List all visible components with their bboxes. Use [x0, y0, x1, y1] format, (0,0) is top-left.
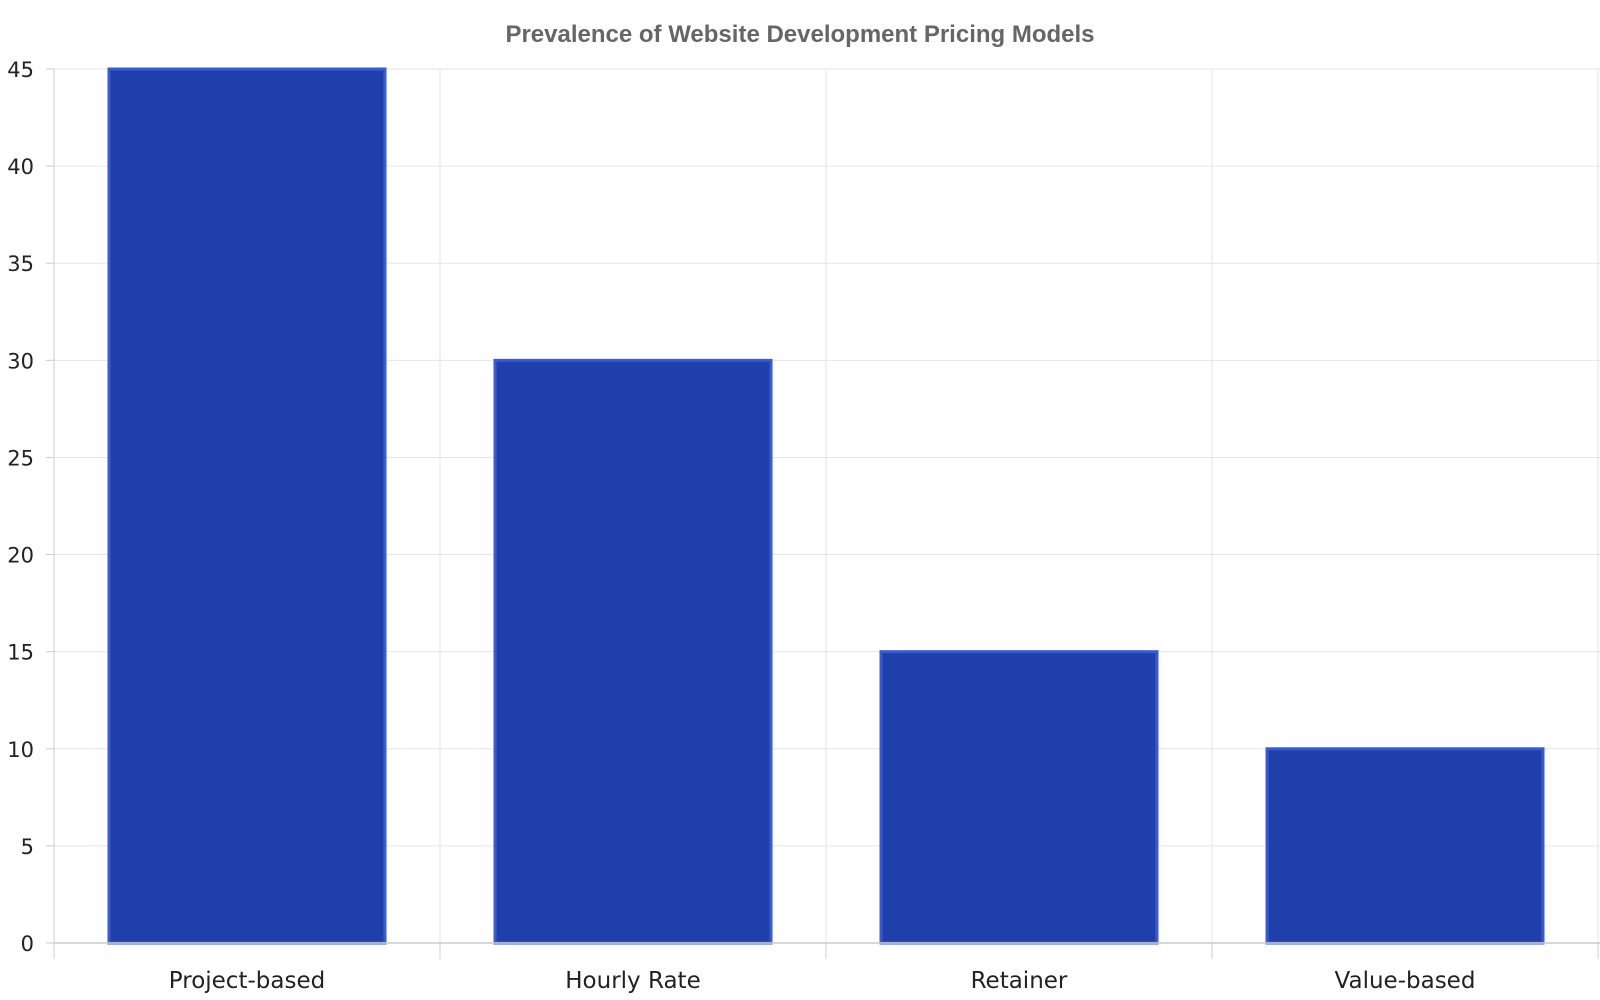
- y-tick-label: 0: [21, 932, 34, 956]
- y-tick-label: 20: [7, 544, 34, 568]
- y-tick-label: 25: [7, 446, 34, 470]
- x-tick-label: Hourly Rate: [565, 968, 700, 994]
- bars: [107, 67, 1545, 945]
- bar-project-based: [107, 67, 387, 945]
- y-tick-label: 45: [7, 58, 34, 82]
- y-tick-label: 15: [7, 641, 34, 665]
- bar-value-based: [1265, 747, 1545, 945]
- x-tick-label: Value-based: [1335, 968, 1476, 994]
- axes: [46, 68, 1600, 959]
- bar-hourly-rate: [493, 358, 773, 945]
- y-tick-label: 40: [7, 155, 34, 179]
- x-tick-label: Retainer: [971, 968, 1068, 994]
- bar-retainer: [879, 650, 1159, 945]
- tick-labels: 0 5 10 15 20 25 30 35 40 45 Project-based Hourly Ra…: [7, 58, 1475, 994]
- chart-title: Prevalence of Website Development Pricin…: [505, 21, 1094, 48]
- y-tick-label: 5: [21, 835, 34, 859]
- y-tick-label: 10: [7, 738, 34, 762]
- x-tick-label: Project-based: [169, 968, 325, 994]
- y-tick-label: 30: [7, 349, 34, 373]
- y-tick-label: 35: [7, 252, 34, 276]
